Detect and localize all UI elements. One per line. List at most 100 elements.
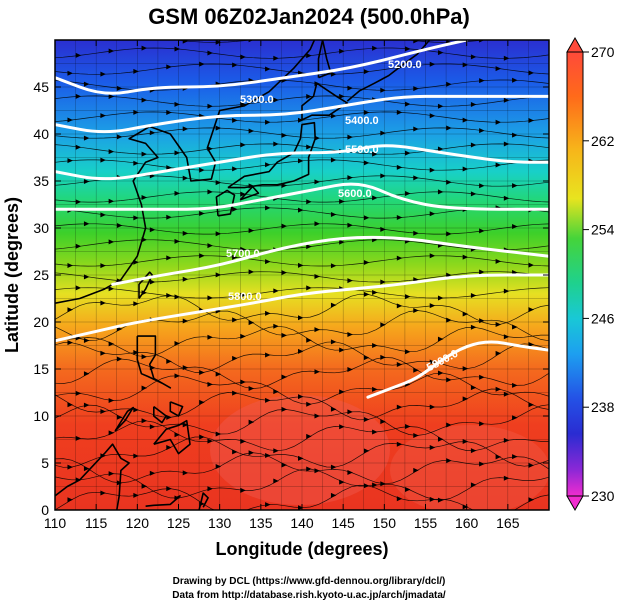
wind-arrow [347,469,353,475]
x-axis: 110 115 120 125 130 135 140 145 150 155 160 165 [44,40,520,531]
wind-arrow [372,151,378,157]
wind-arrow [174,150,180,156]
wind-arrow [248,419,255,425]
wind-arrow [462,366,469,372]
x-tick-label: 120 [126,515,150,531]
wind-arrow [462,254,469,260]
wind-arrow [215,463,222,469]
wind-arrow [67,464,73,470]
wind-arrow [413,175,419,181]
wind-arrow [166,214,172,220]
wind-arrow [182,470,189,476]
wind-arrow [240,333,246,339]
wind-arrow [512,324,518,330]
contour-line [111,235,549,286]
wind-arrow [347,134,353,140]
contour-line [55,40,469,95]
wind-arrow [83,135,90,141]
x-tick-label: 145 [331,515,355,531]
wind-arrow [265,259,271,265]
wind-arrow [446,317,452,323]
wind-arrow [495,350,502,356]
wind-arrow [437,497,444,503]
wind-arrow [446,81,452,87]
coastline [239,185,260,201]
wind-arrow [100,408,106,414]
y-tick-label: 45 [33,79,49,95]
wind-arrow [339,48,345,54]
wind-arrow [306,144,312,150]
wind-arrow [117,31,123,36]
wind-arrow [182,230,189,236]
wind-arrow [133,301,139,307]
wind-arrow [207,486,213,492]
y-tick-label: 0 [41,502,49,518]
x-tick-label: 160 [455,515,479,531]
wind-arrow [314,369,320,375]
wind-arrow [149,470,156,476]
wind-arrow [174,373,180,379]
wind-arrow [133,215,139,221]
wind-arrow [182,318,189,324]
wind-arrow [306,466,312,472]
coastline [145,495,181,507]
wind-arrow [330,71,337,77]
wind-arrow [108,286,115,292]
wind-arrow [232,254,238,260]
wind-arrow [314,468,320,474]
wind-arrow [437,336,444,342]
wind-arrow [512,415,518,421]
wind-arrow [429,404,436,410]
wind-arrow [396,109,403,115]
wind-arrow [84,30,90,35]
wind-arrow [174,46,180,52]
wind-arrow [446,422,452,428]
wind-arrow [339,389,345,395]
wind-arrow [133,492,139,498]
wind-arrow [405,294,411,300]
wind-arrow [108,341,115,347]
wind-arrow [100,263,106,269]
wind-arrow [479,461,485,467]
wind-arrow [503,97,510,103]
y-tick-label: 30 [33,220,49,236]
wind-arrow [215,371,222,377]
wind-arrow [405,191,411,197]
wind-arrow [306,433,312,439]
wind-arrow [512,382,518,388]
wind-arrow [429,303,436,309]
wind-arrow [281,332,288,338]
coastline [138,271,153,299]
coastline [153,405,167,424]
wind-arrow [306,93,312,99]
contour-label: 5500.0 [345,144,379,156]
wind-arrow [528,307,535,313]
x-tick-label: 110 [44,515,67,531]
wind-arrow [265,397,271,403]
wind-arrow [470,324,477,330]
wind-arrow [232,62,238,68]
wind-arrow [149,279,156,285]
wind-arrow [67,117,73,123]
x-tick-label: 150 [373,515,397,531]
wind-arrow [240,438,246,444]
wind-arrow [141,483,148,489]
y-tick-label: 25 [33,267,49,283]
wind-arrow [495,66,502,72]
wind-arrow [330,339,337,345]
chart-title: GSM 06Z02Jan2024 (500.0hPa) [148,4,470,29]
wind-arrow [298,394,304,400]
wind-arrow [314,327,320,333]
wind-arrow [446,458,452,464]
wind-arrow [298,315,304,321]
wind-arrow [240,487,246,493]
wind-arrow [314,273,320,279]
wind-arrow [133,453,139,459]
wind-arrow [108,398,115,404]
wind-arrow [207,295,213,301]
wind-arrow [503,195,510,201]
wind-arrow [75,435,82,441]
wind-arrow [330,464,337,470]
wind-arrow [330,406,337,412]
wind-arrow [503,55,510,61]
